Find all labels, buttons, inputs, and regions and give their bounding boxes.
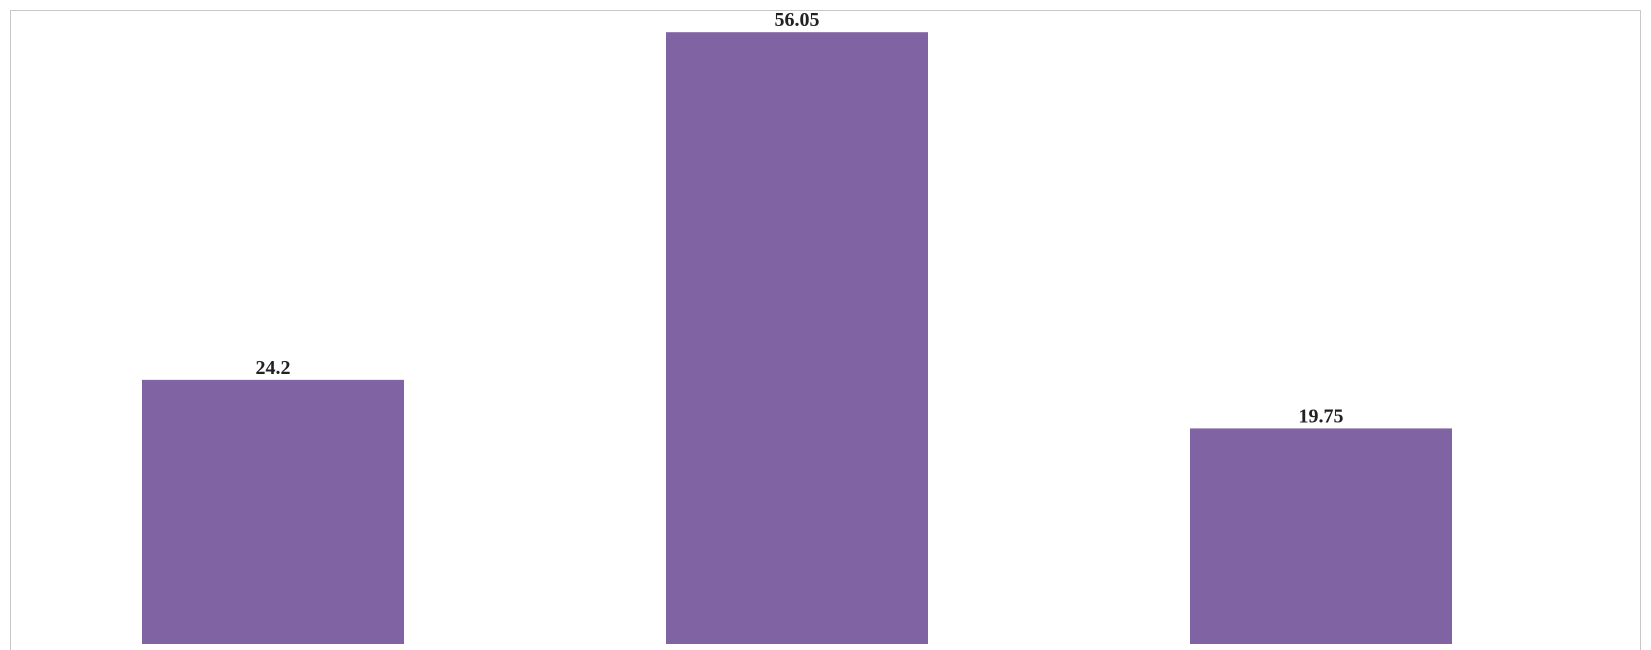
bar-2 [666,32,928,644]
bars-group [142,32,1452,644]
data-label-1: 24.2 [256,357,291,379]
data-labels-group: 24.2 56.05 19.75 [256,9,1344,427]
bar-1 [142,379,404,644]
bar-3 [1190,428,1452,644]
data-label-2: 56.05 [775,9,820,31]
data-label-3: 19.75 [1299,405,1344,427]
